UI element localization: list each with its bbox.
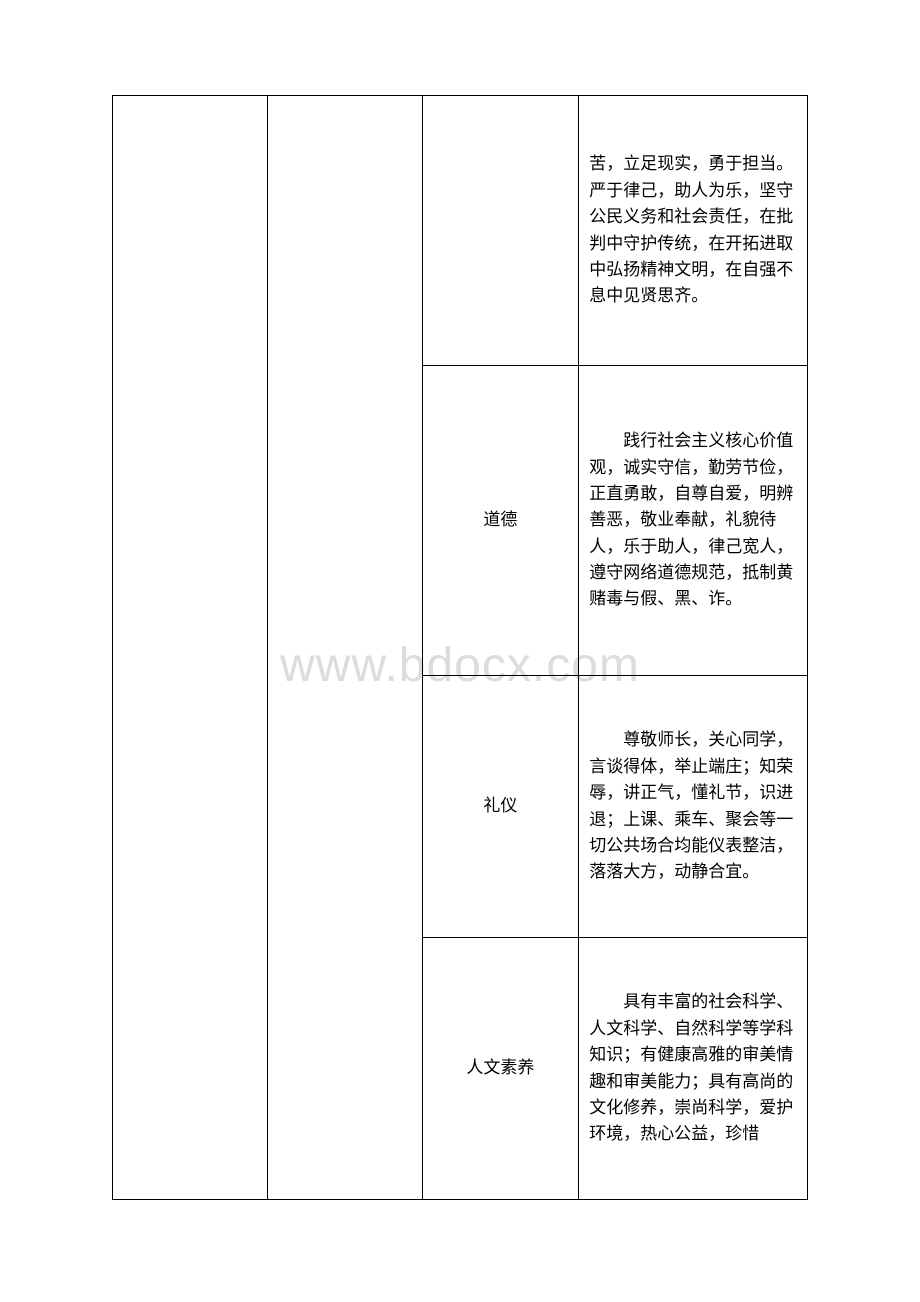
- table-row: 苦，立足现实，勇于担当。严于律己，助人为乐，坚守公民义务和社会责任，在批判中守护…: [113, 96, 808, 366]
- cell-text: 尊敬师长，关心同学，言谈得体，举止端庄；知荣辱，讲正气，懂礼节，识进退；上课、乘…: [589, 727, 797, 885]
- main-table: 苦，立足现实，勇于担当。严于律己，助人为乐，坚守公民义务和社会责任，在批判中守护…: [112, 95, 808, 1200]
- cell-text: 具有丰富的社会科学、人文科学、自然科学等学科知识；有健康高雅的审美情趣和审美能力…: [589, 989, 797, 1147]
- merged-cell-col2: [267, 96, 422, 1200]
- category-cell: 道德: [422, 366, 579, 676]
- document-table: 苦，立足现实，勇于担当。严于律己，助人为乐，坚守公民义务和社会责任，在批判中守护…: [112, 95, 808, 1200]
- merged-cell-col1: [113, 96, 268, 1200]
- description-cell: 践行社会主义核心价值观，诚实守信，勤劳节俭，正直勇敢，自尊自爱，明辨善恶，敬业奉…: [579, 366, 808, 676]
- category-cell: 人文素养: [422, 938, 579, 1200]
- category-cell: [422, 96, 579, 366]
- cell-text: 苦，立足现实，勇于担当。严于律己，助人为乐，坚守公民义务和社会责任，在批判中守护…: [589, 151, 797, 309]
- description-cell: 尊敬师长，关心同学，言谈得体，举止端庄；知荣辱，讲正气，懂礼节，识进退；上课、乘…: [579, 676, 808, 938]
- description-cell: 具有丰富的社会科学、人文科学、自然科学等学科知识；有健康高雅的审美情趣和审美能力…: [579, 938, 808, 1200]
- cell-text: 践行社会主义核心价值观，诚实守信，勤劳节俭，正直勇敢，自尊自爱，明辨善恶，敬业奉…: [589, 428, 797, 612]
- category-cell: 礼仪: [422, 676, 579, 938]
- description-cell: 苦，立足现实，勇于担当。严于律己，助人为乐，坚守公民义务和社会责任，在批判中守护…: [579, 96, 808, 366]
